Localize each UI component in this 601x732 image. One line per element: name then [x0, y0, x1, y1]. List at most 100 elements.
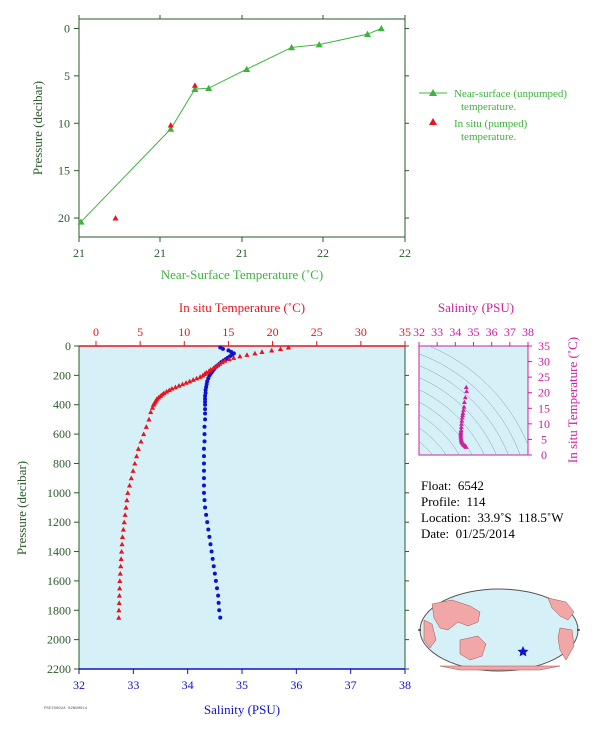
ts-temperature-tick-label: 20 — [538, 386, 550, 400]
temperature-tick-label: 25 — [311, 325, 323, 339]
salinity-point — [208, 542, 213, 547]
ts-temperature-tick-label: 30 — [538, 355, 550, 369]
salinity-point — [203, 407, 208, 412]
temperature-tick-label: 10 — [178, 325, 190, 339]
density-contours — [419, 346, 528, 455]
top-y-tick-label: 5 — [64, 69, 70, 83]
temperature-top-axis: 0 5 10 15 20 25 30 35 — [93, 325, 411, 346]
ts-point — [461, 407, 466, 412]
temperature-point — [164, 388, 170, 394]
unpumped-temperature-point — [364, 30, 372, 37]
salinity-point — [201, 446, 206, 451]
map-land-australia — [459, 635, 487, 661]
salinity-point — [215, 586, 220, 591]
temperature-point — [116, 592, 122, 598]
ts-point — [459, 415, 465, 420]
temperature-point — [186, 378, 193, 384]
near-surface-chart: 21 21 21 22 22 0 5 10 15 20 Near-Surface Tempera… — [30, 15, 411, 282]
ts-point — [464, 388, 469, 394]
salinity-point — [220, 346, 225, 351]
salinity-point — [217, 608, 222, 613]
density-contour — [419, 353, 521, 455]
unpumped-temperature-point — [167, 125, 175, 132]
salinity-point — [216, 600, 221, 605]
pumped-temperature-point — [112, 215, 119, 221]
temperature-point — [172, 384, 179, 390]
salinity-point — [202, 424, 207, 429]
salinity-tick-label: 35 — [236, 678, 248, 692]
salinity-point — [203, 402, 208, 407]
temperature-axis-label: In situ Temperature (˚C) — [179, 300, 305, 315]
ts-point — [460, 412, 465, 418]
footer-code: PSEI0602A 02NNH014 — [44, 707, 88, 711]
salinity-point — [210, 556, 215, 561]
salinity-point — [201, 461, 206, 466]
temperature-point — [200, 372, 206, 378]
ts-temperature-tick-label: 25 — [538, 370, 550, 384]
pressure-tick-label: 1200 — [47, 515, 71, 529]
ts-temperature-label: In situ Temperature (˚C) — [565, 337, 580, 463]
ts-salinity-tick-label: 33 — [431, 325, 443, 339]
temperature-point — [197, 374, 203, 379]
ts-temperature-tick-label: 35 — [538, 339, 550, 353]
top-x-tick-label: 21 — [73, 246, 85, 260]
salinity-point — [201, 483, 206, 488]
temperature-point — [126, 482, 133, 488]
temperature-point — [231, 355, 237, 360]
pressure-tick-label: 2000 — [47, 633, 71, 647]
salinity-point — [201, 454, 206, 459]
pressure-tick-label: 0 — [65, 339, 71, 353]
salinity-point — [202, 432, 207, 437]
ts-salinity-tick-label: 37 — [504, 325, 516, 339]
ts-point — [462, 399, 467, 404]
float-info: Float: 6542 Profile: 114 Location: 33.9˚… — [421, 478, 564, 542]
salinity-point — [206, 527, 211, 532]
density-contour — [419, 427, 447, 455]
density-contour — [419, 441, 433, 455]
unpumped-temperature-point — [315, 41, 323, 48]
top-y-axis-label: Pressure (decibar) — [30, 81, 45, 175]
top-x-tick-label: 22 — [317, 246, 329, 260]
temperature-point — [176, 383, 182, 388]
salinity-point — [204, 512, 209, 517]
salinity-point — [213, 578, 218, 583]
temperature-tick-label: 30 — [355, 325, 367, 339]
temperature-point — [141, 431, 147, 437]
ts-salinity-tick-label: 35 — [468, 325, 480, 339]
pressure-tick-label: 200 — [53, 368, 71, 382]
temperature-point — [215, 362, 221, 368]
temperature-tick-label: 35 — [399, 325, 411, 339]
top-x-tick-label: 21 — [236, 246, 248, 260]
salinity-point — [207, 534, 212, 539]
ts-salinity-axis: 32 33 34 35 36 37 38 — [413, 325, 534, 346]
ts-salinity-tick-label: 32 — [413, 325, 425, 339]
temperature-profile-series — [116, 344, 292, 620]
density-contour — [419, 365, 509, 455]
temperature-point — [169, 385, 175, 391]
pressure-tick-label: 2200 — [47, 662, 71, 676]
top-series-group — [77, 24, 385, 225]
salinity-point — [203, 411, 208, 416]
legend-marker-unpumped — [429, 89, 437, 96]
pressure-tick-label: 1000 — [47, 486, 71, 500]
salinity-point — [203, 396, 208, 401]
ts-point — [463, 384, 469, 390]
pressure-tick-label: 800 — [53, 456, 71, 470]
temperature-point — [269, 347, 275, 353]
temperature-tick-label: 5 — [137, 325, 143, 339]
salinity-bottom-axis: 32 33 34 35 36 37 38 — [73, 669, 411, 692]
ts-point — [459, 418, 465, 423]
profile-y-axis-label: Pressure (decibar) — [14, 461, 29, 555]
map-land-north-america — [547, 597, 575, 621]
temperature-point — [124, 497, 130, 503]
temperature-point — [237, 353, 243, 359]
pumped-temperature-point — [191, 82, 198, 88]
salinity-axis-label: Salinity (PSU) — [204, 702, 280, 717]
ts-point — [459, 421, 464, 426]
top-y-tick-label: 10 — [58, 116, 70, 130]
ts-temperature-tick-label: 5 — [541, 432, 547, 446]
temperature-point — [116, 615, 122, 620]
salinity-point — [202, 439, 207, 444]
